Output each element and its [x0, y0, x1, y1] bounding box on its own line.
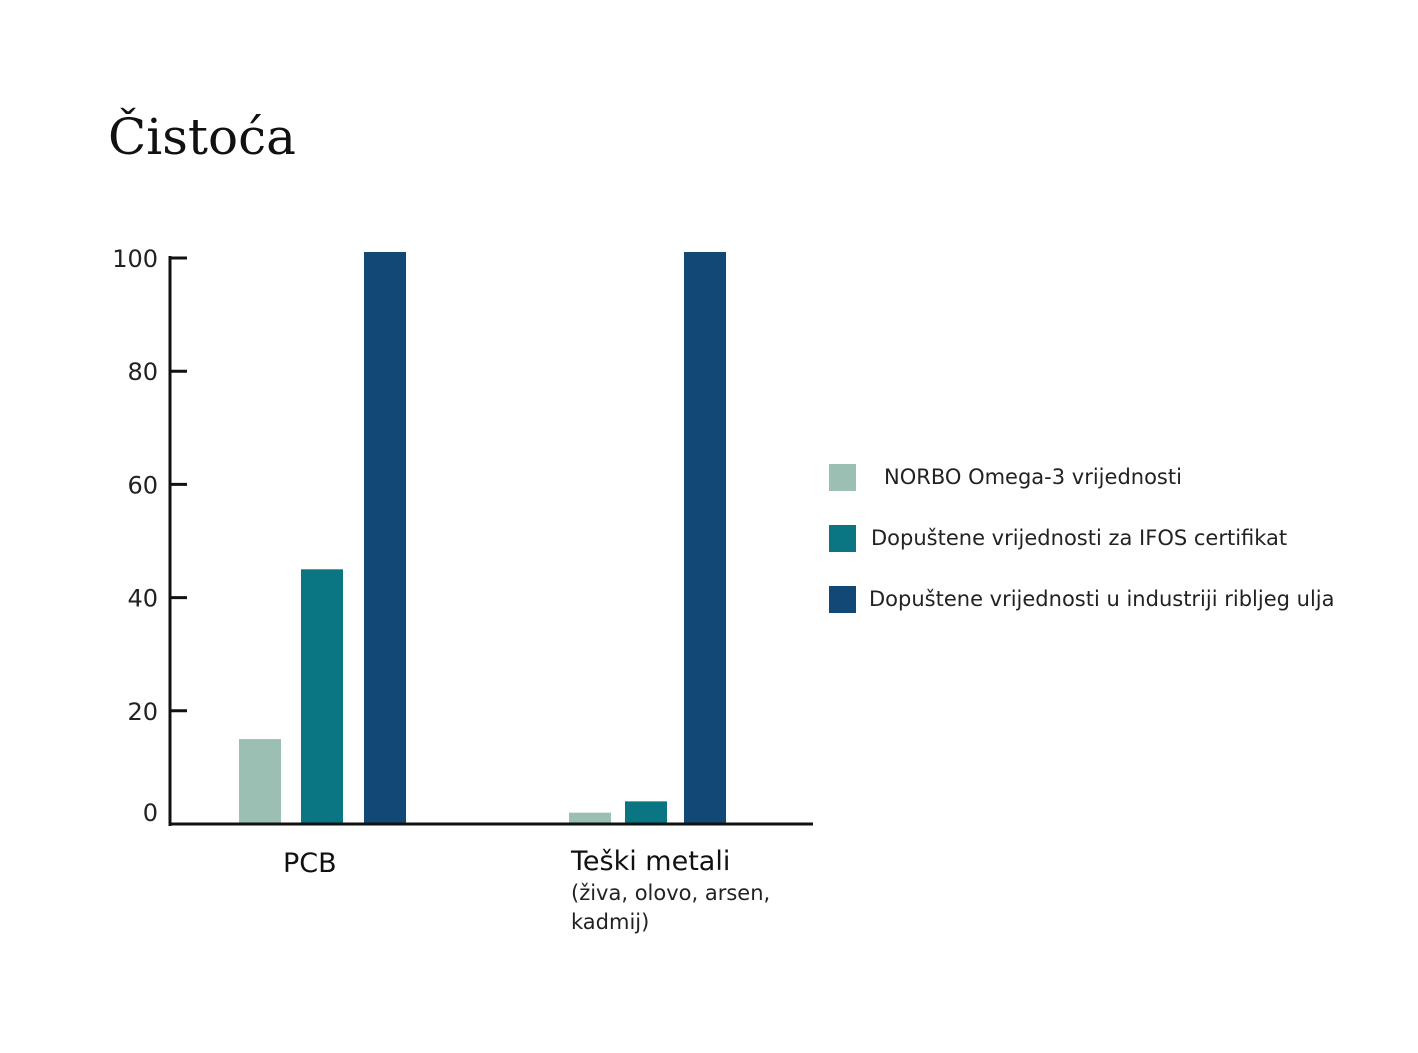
- axes-group: 0 20 40 60 80 100: [112, 245, 813, 827]
- y-tick-label-60: 60: [127, 471, 158, 499]
- y-tick-label-100: 100: [112, 245, 158, 273]
- legend-swatch-ifos: [829, 524, 856, 552]
- legend-item-ifos: Dopuštene vrijednosti za IFOS certifikat: [829, 523, 1334, 553]
- bar-heavy-metals-norbo: [569, 812, 611, 824]
- legend-label-industry: Dopuštene vrijednosti u industriji riblj…: [869, 587, 1335, 611]
- bar-pcb-industry: [364, 252, 406, 824]
- legend-swatch-norbo: [829, 463, 856, 491]
- category-sublabel-heavy-metals: (živa, olovo, arsen, kadmij): [571, 881, 771, 934]
- bar-pcb-ifos: [301, 569, 343, 824]
- bars-group: [239, 252, 726, 824]
- category-label-heavy-metals: Teški metali: [571, 846, 731, 877]
- y-tick-label-80: 80: [127, 358, 158, 386]
- bar-heavy-metals-industry: [684, 252, 726, 824]
- bar-heavy-metals-ifos: [625, 801, 667, 824]
- legend-swatch-industry: [829, 585, 856, 613]
- legend-label-ifos: Dopuštene vrijednosti za IFOS certifikat: [871, 526, 1288, 550]
- y-tick-label-20: 20: [127, 698, 158, 726]
- y-tick-label-0: 0: [143, 799, 158, 827]
- legend-label-norbo: NORBO Omega-3 vrijednosti: [884, 465, 1182, 489]
- legend: NORBO Omega-3 vrijednosti Dopuštene vrij…: [829, 462, 1334, 645]
- category-label-pcb: PCB: [283, 848, 337, 879]
- legend-item-industry: Dopuštene vrijednosti u industriji riblj…: [829, 584, 1334, 614]
- legend-item-norbo: NORBO Omega-3 vrijednosti: [829, 462, 1334, 492]
- page-title: Čistoća: [108, 108, 296, 166]
- bar-pcb-norbo: [239, 739, 281, 824]
- y-tick-label-40: 40: [127, 585, 158, 613]
